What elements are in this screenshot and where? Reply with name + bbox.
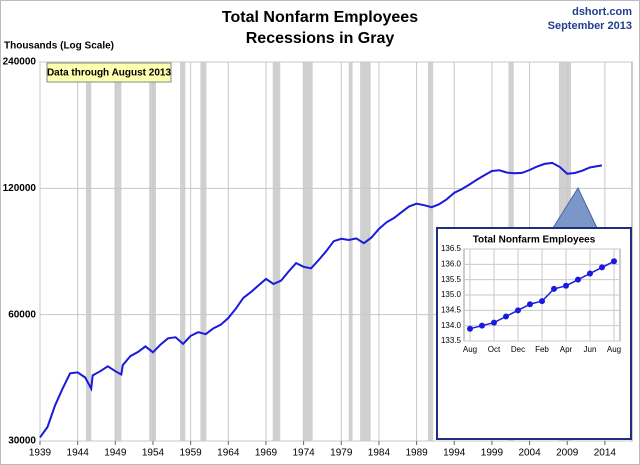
x-tick-label: 1999 [481, 448, 504, 459]
data-point [575, 276, 581, 283]
recession-band [114, 62, 122, 441]
y-axis-label: Thousands (Log Scale) [4, 41, 114, 52]
x-tick-label: 1969 [255, 448, 278, 459]
annotation: Data through August 2013 [47, 68, 172, 79]
y-tick-label: 133.5 [441, 336, 462, 345]
x-tick-label: Apr [560, 345, 573, 354]
recession-band [180, 62, 186, 441]
x-tick-label: 2004 [518, 448, 541, 459]
x-tick-label: 1974 [292, 448, 315, 459]
x-tick-label: Aug [463, 345, 477, 354]
x-tick-label: 1964 [217, 448, 240, 459]
recession-band [85, 62, 92, 441]
annotation-box [46, 62, 172, 83]
inset-title: Total Nonfarm Employees [473, 235, 596, 246]
x-tick-label: 1984 [368, 448, 391, 459]
source: dshort.com [572, 6, 632, 18]
recession-band [272, 62, 281, 441]
data-point [491, 319, 497, 326]
x-tick-label: Jun [584, 345, 597, 354]
data-point [587, 270, 593, 277]
x-tick-label: 1959 [180, 448, 203, 459]
data-point [467, 325, 473, 332]
data-point [539, 298, 545, 305]
data-point [479, 322, 485, 329]
x-tick-label: Feb [535, 345, 549, 354]
y-tick-label: 60000 [8, 309, 36, 320]
x-tick-label: 1994 [443, 448, 466, 459]
x-tick-label: Oct [488, 345, 501, 354]
x-tick-label: 1954 [142, 448, 165, 459]
data-point [515, 307, 521, 314]
x-tick-label: 1979 [330, 448, 353, 459]
recession-band [302, 62, 313, 441]
x-tick-label: 1939 [29, 448, 52, 459]
y-tick-label: 134.5 [441, 305, 462, 314]
data-point [599, 264, 605, 271]
x-tick-label: Dec [511, 345, 525, 354]
recession-band [427, 62, 434, 441]
chart-title: Total Nonfarm Employees [222, 9, 418, 26]
y-tick-label: 135.0 [441, 290, 462, 299]
recession-band [360, 62, 371, 441]
x-tick-label: 2014 [594, 448, 617, 459]
y-tick-label: 135.5 [441, 275, 462, 284]
y-tick-label: 30000 [8, 436, 36, 447]
x-tick-label: Aug [607, 345, 621, 354]
inset-plot: Total Nonfarm Employees 133.5 134.0 134.5 13… [436, 186, 632, 440]
date: September 2013 [548, 20, 632, 32]
data-point [527, 301, 533, 308]
y-tick-label: 136.0 [441, 259, 462, 268]
y-tick-label: 240000 [3, 57, 37, 68]
y-tick-label: 136.5 [441, 244, 462, 253]
y-tick-label: 134.0 [441, 321, 462, 330]
x-tick-label: 2009 [556, 448, 579, 459]
data-point [503, 313, 509, 320]
x-tick-label: 1949 [104, 448, 127, 459]
x-tick-label: 1989 [405, 448, 428, 459]
chart-subtitle: Recessions in Gray [246, 30, 395, 47]
data-line [39, 161, 603, 438]
y-tick-label: 120000 [3, 183, 37, 194]
data-point [563, 282, 569, 289]
data-point [551, 285, 557, 292]
recession-band [348, 62, 353, 441]
x-tick-label: 1944 [67, 448, 90, 459]
recession-band [200, 62, 207, 441]
data-point [611, 258, 617, 265]
